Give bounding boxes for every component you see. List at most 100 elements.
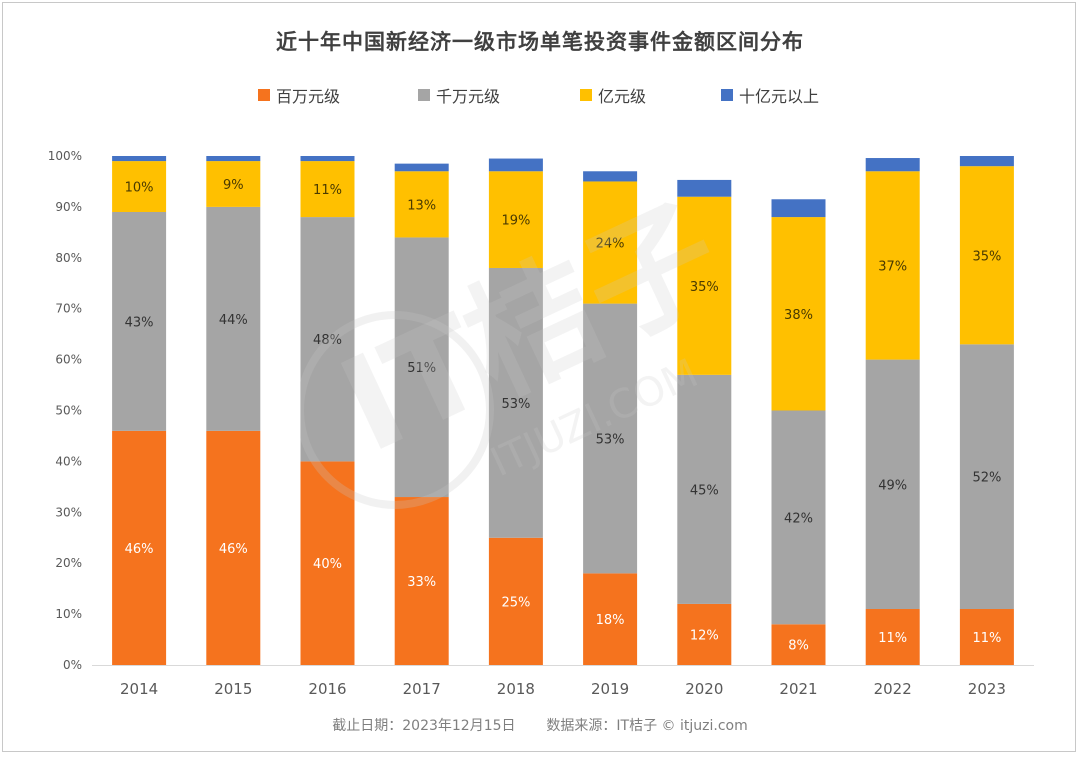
bar-segment-2021-2 <box>771 410 826 625</box>
bar-segment-2016-1 <box>300 461 355 665</box>
bar-segment-2015-3 <box>206 161 261 207</box>
bar-segment-2019-1 <box>583 573 638 665</box>
bar-segment-2017-3 <box>394 171 449 238</box>
y-tick-label: 40% <box>55 454 82 468</box>
data-label: 43% <box>125 315 154 330</box>
y-tick-label: 80% <box>55 251 82 265</box>
data-label: 42% <box>784 511 813 526</box>
legend-label: 千万元级 <box>436 87 501 106</box>
bar-segment-2021-3 <box>771 217 826 411</box>
data-label: 11% <box>972 631 1001 646</box>
data-label: 11% <box>878 631 907 646</box>
bar-segment-2016-2 <box>300 217 355 462</box>
y-tick-label: 10% <box>55 607 82 621</box>
legend-item-hundred-millions: 亿元级 <box>580 83 646 107</box>
data-label: 33% <box>407 575 436 590</box>
legend-label: 十亿元以上 <box>739 87 820 106</box>
x-tick-label: 2018 <box>497 680 535 698</box>
bar-segment-2020-3 <box>677 196 732 375</box>
y-tick-label: 30% <box>55 505 82 519</box>
bar-segment-2019-2 <box>583 303 638 574</box>
data-label: 38% <box>784 308 813 323</box>
x-tick-label: 2022 <box>874 680 912 698</box>
legend: 百万元级 千万元级 亿元级 十亿元以上 <box>0 83 1080 107</box>
legend-item-millions: 百万元级 <box>258 83 340 107</box>
bar-segment-2017-4 <box>394 163 449 172</box>
data-label: 53% <box>501 397 530 412</box>
x-tick-label: 2020 <box>685 680 723 698</box>
data-label: 13% <box>407 198 436 213</box>
data-label: 40% <box>313 557 342 572</box>
legend-item-ten-millions: 千万元级 <box>418 83 500 107</box>
data-label: 44% <box>219 313 248 328</box>
data-label: 46% <box>125 542 154 557</box>
x-tick-label: 2015 <box>214 680 252 698</box>
bar-segment-2023-1 <box>959 609 1014 665</box>
bar-segment-2021-1 <box>771 624 826 665</box>
data-label: 46% <box>219 542 248 557</box>
footer-date: 截止日期：2023年12月15日 <box>332 718 516 734</box>
bar-segment-2023-4 <box>959 156 1014 167</box>
bar-segment-2014-2 <box>112 211 167 431</box>
bar-segment-2017-2 <box>394 237 449 498</box>
y-tick-label: 60% <box>55 353 82 367</box>
bar-segment-2023-2 <box>959 344 1014 610</box>
x-tick-label: 2021 <box>779 680 817 698</box>
legend-label: 亿元级 <box>598 87 647 106</box>
data-label: 19% <box>501 214 530 229</box>
data-label: 53% <box>596 432 625 447</box>
y-tick-label: 100% <box>48 149 82 163</box>
bar-segment-2018-3 <box>488 171 543 268</box>
x-tick-label: 2023 <box>968 680 1006 698</box>
legend-item-billion-plus: 十亿元以上 <box>721 83 819 107</box>
data-label: 24% <box>596 237 625 252</box>
x-tick-label: 2019 <box>591 680 629 698</box>
legend-swatch-billion-plus <box>721 89 733 101</box>
bar-segment-2022-2 <box>865 359 920 610</box>
y-tick-label: 70% <box>55 302 82 316</box>
chart-title: 近十年中国新经济一级市场单笔投资事件金额区间分布 <box>276 30 804 54</box>
bar-segment-2022-3 <box>865 171 920 360</box>
bar-segment-2019-3 <box>583 181 638 304</box>
legend-swatch-millions <box>258 89 270 101</box>
x-tick-label: 2016 <box>308 680 346 698</box>
data-label: 18% <box>596 613 625 628</box>
data-label: 25% <box>501 595 530 610</box>
bar-segment-2022-1 <box>865 609 920 665</box>
bar-segment-2019-4 <box>583 171 638 182</box>
bar-segment-2021-4 <box>771 199 826 218</box>
bar-segment-2020-1 <box>677 603 732 665</box>
data-label: 10% <box>125 181 154 196</box>
bar-segment-2020-2 <box>677 374 732 604</box>
x-tick-label: 2017 <box>403 680 441 698</box>
y-tick-label: 50% <box>55 404 82 418</box>
legend-swatch-ten-millions <box>418 89 430 101</box>
y-tick-label: 90% <box>55 200 82 214</box>
data-label: 35% <box>972 249 1001 264</box>
data-label: 11% <box>313 183 342 198</box>
bar-segment-2014-1 <box>112 430 167 665</box>
bar-segment-2016-4 <box>300 156 355 162</box>
bar-segment-2018-4 <box>488 158 543 172</box>
bar-segment-2018-1 <box>488 537 543 665</box>
bar-segment-2023-3 <box>959 166 1014 345</box>
data-label: 35% <box>690 280 719 295</box>
data-label: 8% <box>788 639 809 654</box>
legend-label: 百万元级 <box>276 87 341 106</box>
data-label: 37% <box>878 259 907 274</box>
data-label: 51% <box>407 361 436 376</box>
bar-segment-2015-4 <box>206 156 261 162</box>
bar-segment-2015-2 <box>206 206 261 431</box>
data-label: 45% <box>690 483 719 498</box>
y-tick-label: 0% <box>63 658 82 672</box>
data-label: 52% <box>972 471 1001 486</box>
bar-segment-2015-1 <box>206 430 261 665</box>
data-label: 48% <box>313 333 342 348</box>
bar-segment-2016-3 <box>300 161 355 218</box>
data-label: 12% <box>690 628 719 643</box>
bar-segment-2018-2 <box>488 267 543 538</box>
footer: 截止日期：2023年12月15日 数据来源：IT桔子 © itjuzi.com <box>0 715 1080 735</box>
footer-source: 数据来源：IT桔子 © itjuzi.com <box>546 718 748 734</box>
legend-swatch-hundred-millions <box>580 89 592 101</box>
